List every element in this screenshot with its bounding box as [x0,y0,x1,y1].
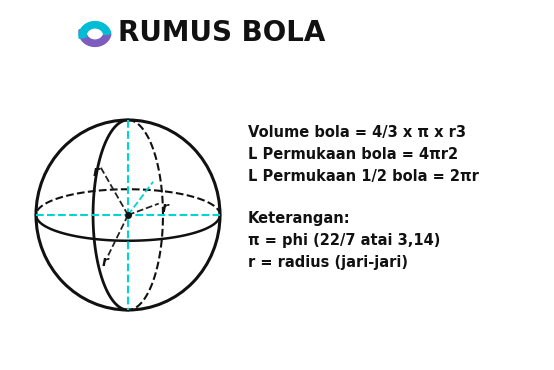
Text: r: r [93,165,100,178]
Text: L Permukaan bola = 4πr2: L Permukaan bola = 4πr2 [248,147,458,162]
Text: r: r [102,255,109,269]
Text: r: r [162,201,168,215]
Text: π = phi (22/7 atai 3,14): π = phi (22/7 atai 3,14) [248,233,440,248]
Text: Volume bola = 4/3 x π x r3: Volume bola = 4/3 x π x r3 [248,125,466,140]
Text: r = radius (jari-jari): r = radius (jari-jari) [248,255,408,270]
Text: RUMUS BOLA: RUMUS BOLA [118,19,325,47]
Polygon shape [79,30,111,46]
Text: L Permukaan 1/2 bola = 2πr: L Permukaan 1/2 bola = 2πr [248,169,479,184]
Text: Keterangan:: Keterangan: [248,211,351,226]
Polygon shape [79,21,111,38]
